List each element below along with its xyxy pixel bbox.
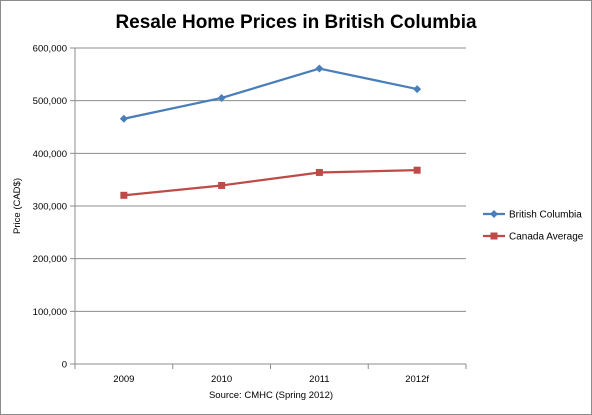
legend-label-canada-average: Canada Average: [509, 232, 584, 243]
legend-marker-british-columbia: [490, 210, 498, 218]
x-tick-label: 2010: [211, 374, 232, 385]
chart-title: Resale Home Prices in British Columbia: [115, 12, 477, 33]
x-tick-labels: 2009 2010 2011 2012f: [113, 374, 429, 385]
y-tick-label: 400,000: [33, 149, 67, 160]
axes: [70, 47, 467, 369]
legend: British Columbia Canada Average: [483, 210, 584, 243]
legend-marker-canada-average: [490, 232, 498, 240]
series-line-british-columbia: [123, 67, 418, 120]
x-tick-label: 2009: [113, 374, 134, 385]
data-point-canada-average: [315, 168, 323, 176]
data-point-canada-average: [413, 166, 421, 174]
data-point-british-columbia: [217, 93, 226, 102]
y-tick-labels: 0 100,000 200,000 300,000 400,000 500,000 600,…: [33, 44, 67, 371]
data-point-canada-average: [218, 181, 226, 189]
data-point-british-columbia: [413, 85, 422, 94]
y-tick-label: 300,000: [33, 202, 67, 213]
x-tick-label: 2012f: [405, 374, 429, 385]
series-lines: [119, 64, 422, 199]
x-tick-label: 2011: [309, 374, 329, 385]
data-point-british-columbia: [119, 114, 128, 123]
legend-label-british-columbia: British Columbia: [509, 210, 582, 221]
y-axis-label: Price (CAD$): [12, 178, 23, 234]
data-point-british-columbia: [315, 64, 324, 73]
gridlines: [75, 47, 466, 312]
x-axis-label: Source: CMHC (Spring 2012): [209, 390, 333, 401]
data-point-canada-average: [120, 191, 128, 199]
series-line-canada-average: [123, 169, 418, 197]
y-tick-label: 600,000: [33, 44, 67, 55]
y-tick-label: 500,000: [33, 96, 67, 107]
y-tick-label: 0: [62, 360, 67, 371]
y-tick-label: 100,000: [33, 307, 67, 318]
y-tick-label: 200,000: [33, 254, 67, 265]
